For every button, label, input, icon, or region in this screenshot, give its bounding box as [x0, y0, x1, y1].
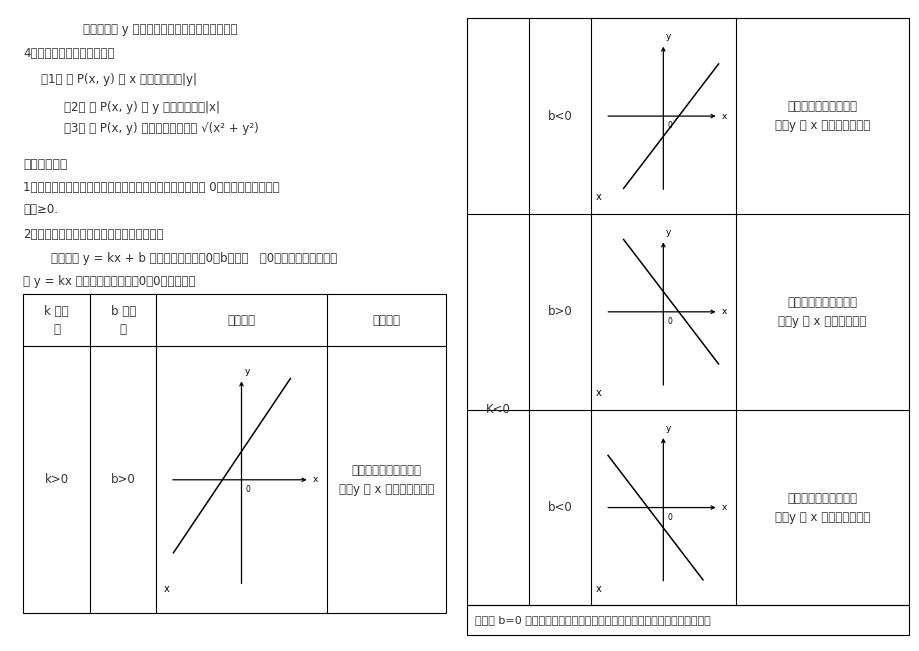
Text: （1） 点 P(x, y) 到 x 轴的距离等于|y|: （1） 点 P(x, y) 到 x 轴的距离等于|y|	[41, 73, 198, 86]
Text: 一次函数 y = kx + b 的图像是经过点（0，b）、（   ，0）的直线；正比例函: 一次函数 y = kx + b 的图像是经过点（0，b）、（ ，0）的直线；正比…	[51, 252, 336, 265]
Text: 图像经过二、三、四象
限，y 随 x 的增大而减小。: 图像经过二、三、四象 限，y 随 x 的增大而减小。	[774, 492, 869, 523]
Text: 0: 0	[244, 485, 250, 494]
Text: b>0: b>0	[547, 305, 572, 318]
Text: 0: 0	[666, 317, 671, 326]
Text: b<0: b<0	[547, 109, 572, 122]
Text: 函数图像: 函数图像	[227, 314, 255, 327]
Text: y: y	[665, 424, 671, 432]
Text: 图像经过一、二、四象
限，y 随 x 的增大而减小: 图像经过一、二、四象 限，y 随 x 的增大而减小	[777, 296, 866, 328]
Text: y: y	[244, 367, 249, 376]
Text: b<0: b<0	[547, 501, 572, 514]
Text: x: x	[720, 503, 726, 512]
Text: x: x	[720, 111, 726, 120]
Text: x: x	[596, 584, 601, 594]
Text: 注：当 b=0 时，一次函数变为正比例函数，正比例函数是一次函数的特例。: 注：当 b=0 时，一次函数变为正比例函数，正比例函数是一次函数的特例。	[474, 615, 709, 625]
Text: 4、点到坐标轴及原点的距离: 4、点到坐标轴及原点的距离	[23, 47, 114, 60]
Text: b>0: b>0	[111, 473, 135, 486]
Bar	[23, 294, 446, 613]
Text: x: x	[596, 192, 601, 202]
Bar	[467, 18, 908, 635]
Text: 图像经过一、二、三象
限，y 随 x 的增大而增大。: 图像经过一、二、三象 限，y 随 x 的增大而增大。	[338, 464, 434, 496]
Text: 位于平行于 y 轴的直线上的各点的横坐标相同。: 位于平行于 y 轴的直线上的各点的横坐标相同。	[83, 23, 237, 36]
Text: 的数≥0.: 的数≥0.	[23, 203, 58, 216]
Text: y: y	[665, 32, 671, 41]
Text: K<0: K<0	[485, 403, 510, 416]
Text: x: x	[164, 584, 169, 594]
Text: y: y	[665, 228, 671, 237]
Text: x: x	[596, 388, 601, 398]
Text: 1、函数自变量的取值：整式取全体实数，分式则分母不为 0，二次根式则根号下: 1、函数自变量的取值：整式取全体实数，分式则分母不为 0，二次根式则根号下	[23, 181, 279, 194]
Text: 数 y = kx 的图像是经过原点（0，0）的直线。: 数 y = kx 的图像是经过原点（0，0）的直线。	[23, 275, 196, 288]
Text: （2） 点 P(x, y) 到 y 轴的距离等于|x|: （2） 点 P(x, y) 到 y 轴的距离等于|x|	[64, 101, 221, 114]
Text: k>0: k>0	[44, 473, 69, 486]
Text: 图像经过一、三、四象
限，y 随 x 的增大而增大。: 图像经过一、三、四象 限，y 随 x 的增大而增大。	[774, 100, 869, 132]
Text: 图像特征: 图像特征	[372, 314, 400, 327]
Text: k 的符
号: k 的符 号	[44, 305, 69, 336]
Text: x: x	[720, 307, 726, 316]
Text: x: x	[312, 475, 317, 484]
Text: 0: 0	[666, 121, 671, 130]
Text: （3） 点 P(x, y) 到原点的距离等于 √(x² + y²): （3） 点 P(x, y) 到原点的距离等于 √(x² + y²)	[64, 122, 259, 135]
Text: 0: 0	[666, 513, 671, 521]
Text: 四、一次函数: 四、一次函数	[23, 158, 67, 171]
Text: 2、一次函数、正比例函数图像的主要特征：: 2、一次函数、正比例函数图像的主要特征：	[23, 228, 164, 241]
Text: b 的符
号: b 的符 号	[110, 305, 136, 336]
